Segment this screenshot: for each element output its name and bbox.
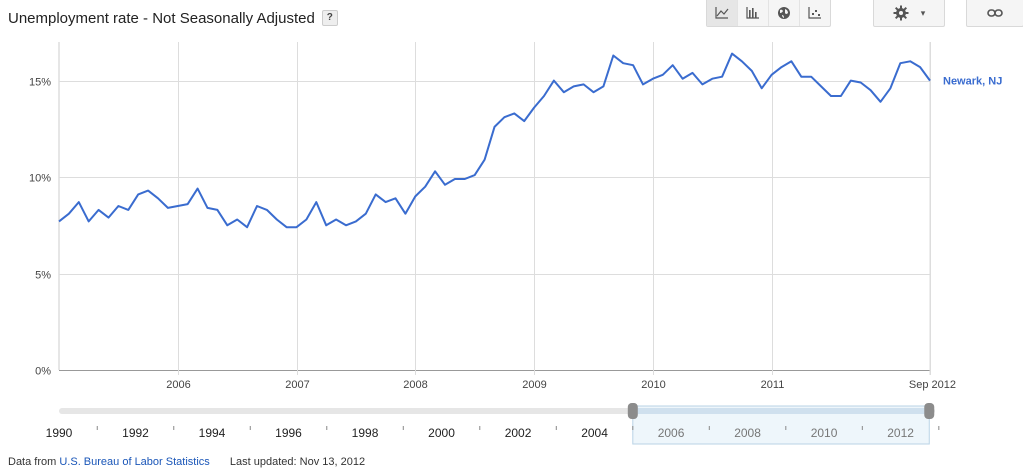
- series-legend: Newark, NJ: [943, 76, 1002, 88]
- x-tick-label: Sep 2012: [909, 379, 956, 391]
- x-tick-label: 2011: [761, 379, 785, 391]
- settings-dropdown[interactable]: ▾: [874, 0, 944, 26]
- chart-title: Unemployment rate - Not Seasonally Adjus…: [8, 9, 315, 27]
- navigator-year-label: 2004: [581, 426, 608, 440]
- navigator-year-label: 2000: [428, 426, 455, 440]
- navigator-right-handle[interactable]: [924, 403, 935, 419]
- navigator-year-label: 2010: [811, 426, 838, 440]
- line-chart-icon[interactable]: [707, 0, 738, 26]
- navigator-year-label: 2012: [887, 426, 914, 440]
- link-icon[interactable]: [967, 0, 1023, 26]
- map-globe-icon[interactable]: [769, 0, 800, 26]
- x-axis-ticks: 2006 2007 2008 2009 2010 2011 Sep 2012: [166, 379, 956, 391]
- bar-chart-icon[interactable]: [738, 0, 769, 26]
- gear-icon: [893, 5, 909, 21]
- source-prefix: Data from: [8, 456, 57, 468]
- navigator-year-label: 1992: [122, 426, 149, 440]
- x-tick-label: 2010: [641, 379, 665, 391]
- y-tick-label: 0%: [35, 366, 51, 378]
- chevron-down-icon: ▾: [920, 7, 926, 18]
- line-chart[interactable]: 0% 5% 10% 15% 2006 2007 2008 2009 2010 2011 Sep 2…: [0, 0, 1023, 450]
- y-tick-label: 10%: [29, 173, 51, 185]
- x-tick-label: 2007: [285, 379, 309, 391]
- chart-header: Unemployment rate - Not Seasonally Adjus…: [8, 8, 338, 28]
- x-tick-label: 2009: [522, 379, 546, 391]
- x-tick-label: 2006: [166, 379, 190, 391]
- timeline-navigator: 1990 1992 1994 1996 1998 2000 2002 2004 2006 2008…: [46, 403, 940, 445]
- scatter-plot-icon[interactable]: [800, 0, 830, 26]
- y-axis-ticks: 0% 5% 10% 15%: [29, 77, 51, 378]
- navigator-year-label: 2002: [505, 426, 532, 440]
- chart-grid: [58, 42, 931, 375]
- navigator-year-label: 2008: [734, 426, 761, 440]
- chart-type-group: [706, 0, 831, 27]
- source-link[interactable]: U.S. Bureau of Labor Statistics: [59, 456, 210, 468]
- series-layer: [58, 52, 931, 229]
- navigator-year-label: 1994: [199, 426, 226, 440]
- help-icon[interactable]: ?: [321, 10, 338, 26]
- navigator-year-label: 1990: [46, 426, 73, 440]
- last-updated: Last updated: Nov 13, 2012: [229, 456, 366, 468]
- navigator-year-label: 1998: [352, 426, 379, 440]
- y-tick-label: 15%: [29, 77, 51, 89]
- link-button[interactable]: [966, 0, 1023, 27]
- series-line: [58, 52, 931, 229]
- series-label: Newark, NJ: [943, 76, 1002, 88]
- navigator-year-label: 1996: [275, 426, 302, 440]
- navigator-selected-track: [632, 408, 930, 414]
- x-tick-label: 2008: [403, 379, 427, 391]
- settings-menu-button[interactable]: ▾: [873, 0, 945, 27]
- navigator-left-handle[interactable]: [627, 403, 638, 419]
- navigator-year-label: 2006: [658, 426, 685, 440]
- y-tick-label: 5%: [35, 270, 51, 282]
- chart-footer: Data from U.S. Bureau of Labor Statistic…: [8, 456, 365, 468]
